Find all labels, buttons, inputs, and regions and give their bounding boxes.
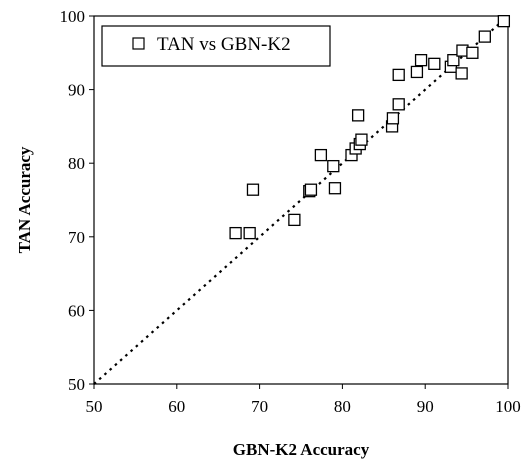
data-point: [246, 183, 260, 196]
y-tick-label: 50: [68, 375, 85, 394]
data-point: [447, 54, 460, 67]
x-tick-label: 80: [334, 397, 351, 416]
x-tick-label: 90: [417, 397, 434, 416]
legend-box: [101, 25, 331, 67]
x-tick-label: 70: [251, 397, 268, 416]
data-point: [243, 226, 256, 240]
y-axis: 50 60 70 80 90 100: [60, 7, 94, 394]
data-point: [304, 183, 318, 196]
data-point: [386, 112, 400, 125]
reference-line-layer: [93, 15, 509, 385]
data-points: [229, 15, 511, 240]
data-point: [497, 15, 511, 28]
y-tick-label: 90: [68, 81, 85, 100]
y-tick-label: 80: [68, 154, 85, 173]
data-point: [455, 67, 468, 80]
data-point: [466, 46, 479, 59]
x-tick-label: 50: [86, 397, 103, 416]
legend: TAN vs GBN-K2: [101, 25, 331, 67]
data-point: [410, 65, 424, 79]
data-point: [355, 133, 368, 146]
y-axis-title: TAN Accuracy: [15, 146, 34, 253]
data-point: [414, 54, 428, 67]
data-point: [314, 148, 328, 162]
y-tick-label: 70: [68, 228, 85, 247]
y-tick-label: 100: [60, 7, 86, 26]
data-point: [392, 68, 405, 82]
legend-marker-square-icon: [132, 37, 145, 50]
x-axis-title: GBN-K2 Accuracy: [233, 440, 370, 459]
data-point: [328, 182, 342, 195]
legend-label: TAN vs GBN-K2: [157, 34, 291, 55]
data-point: [392, 98, 405, 111]
x-tick-label: 100: [495, 397, 521, 416]
x-axis: 50 60 70 80 90 100: [86, 384, 521, 416]
data-point: [351, 109, 365, 122]
x-tick-label: 60: [168, 397, 185, 416]
data-point: [327, 159, 340, 173]
data-point: [428, 57, 441, 70]
data-point: [229, 226, 242, 240]
data-point: [478, 30, 491, 43]
diagonal-reference-line: [93, 15, 509, 385]
y-tick-label: 60: [68, 301, 85, 320]
data-point: [288, 213, 301, 227]
